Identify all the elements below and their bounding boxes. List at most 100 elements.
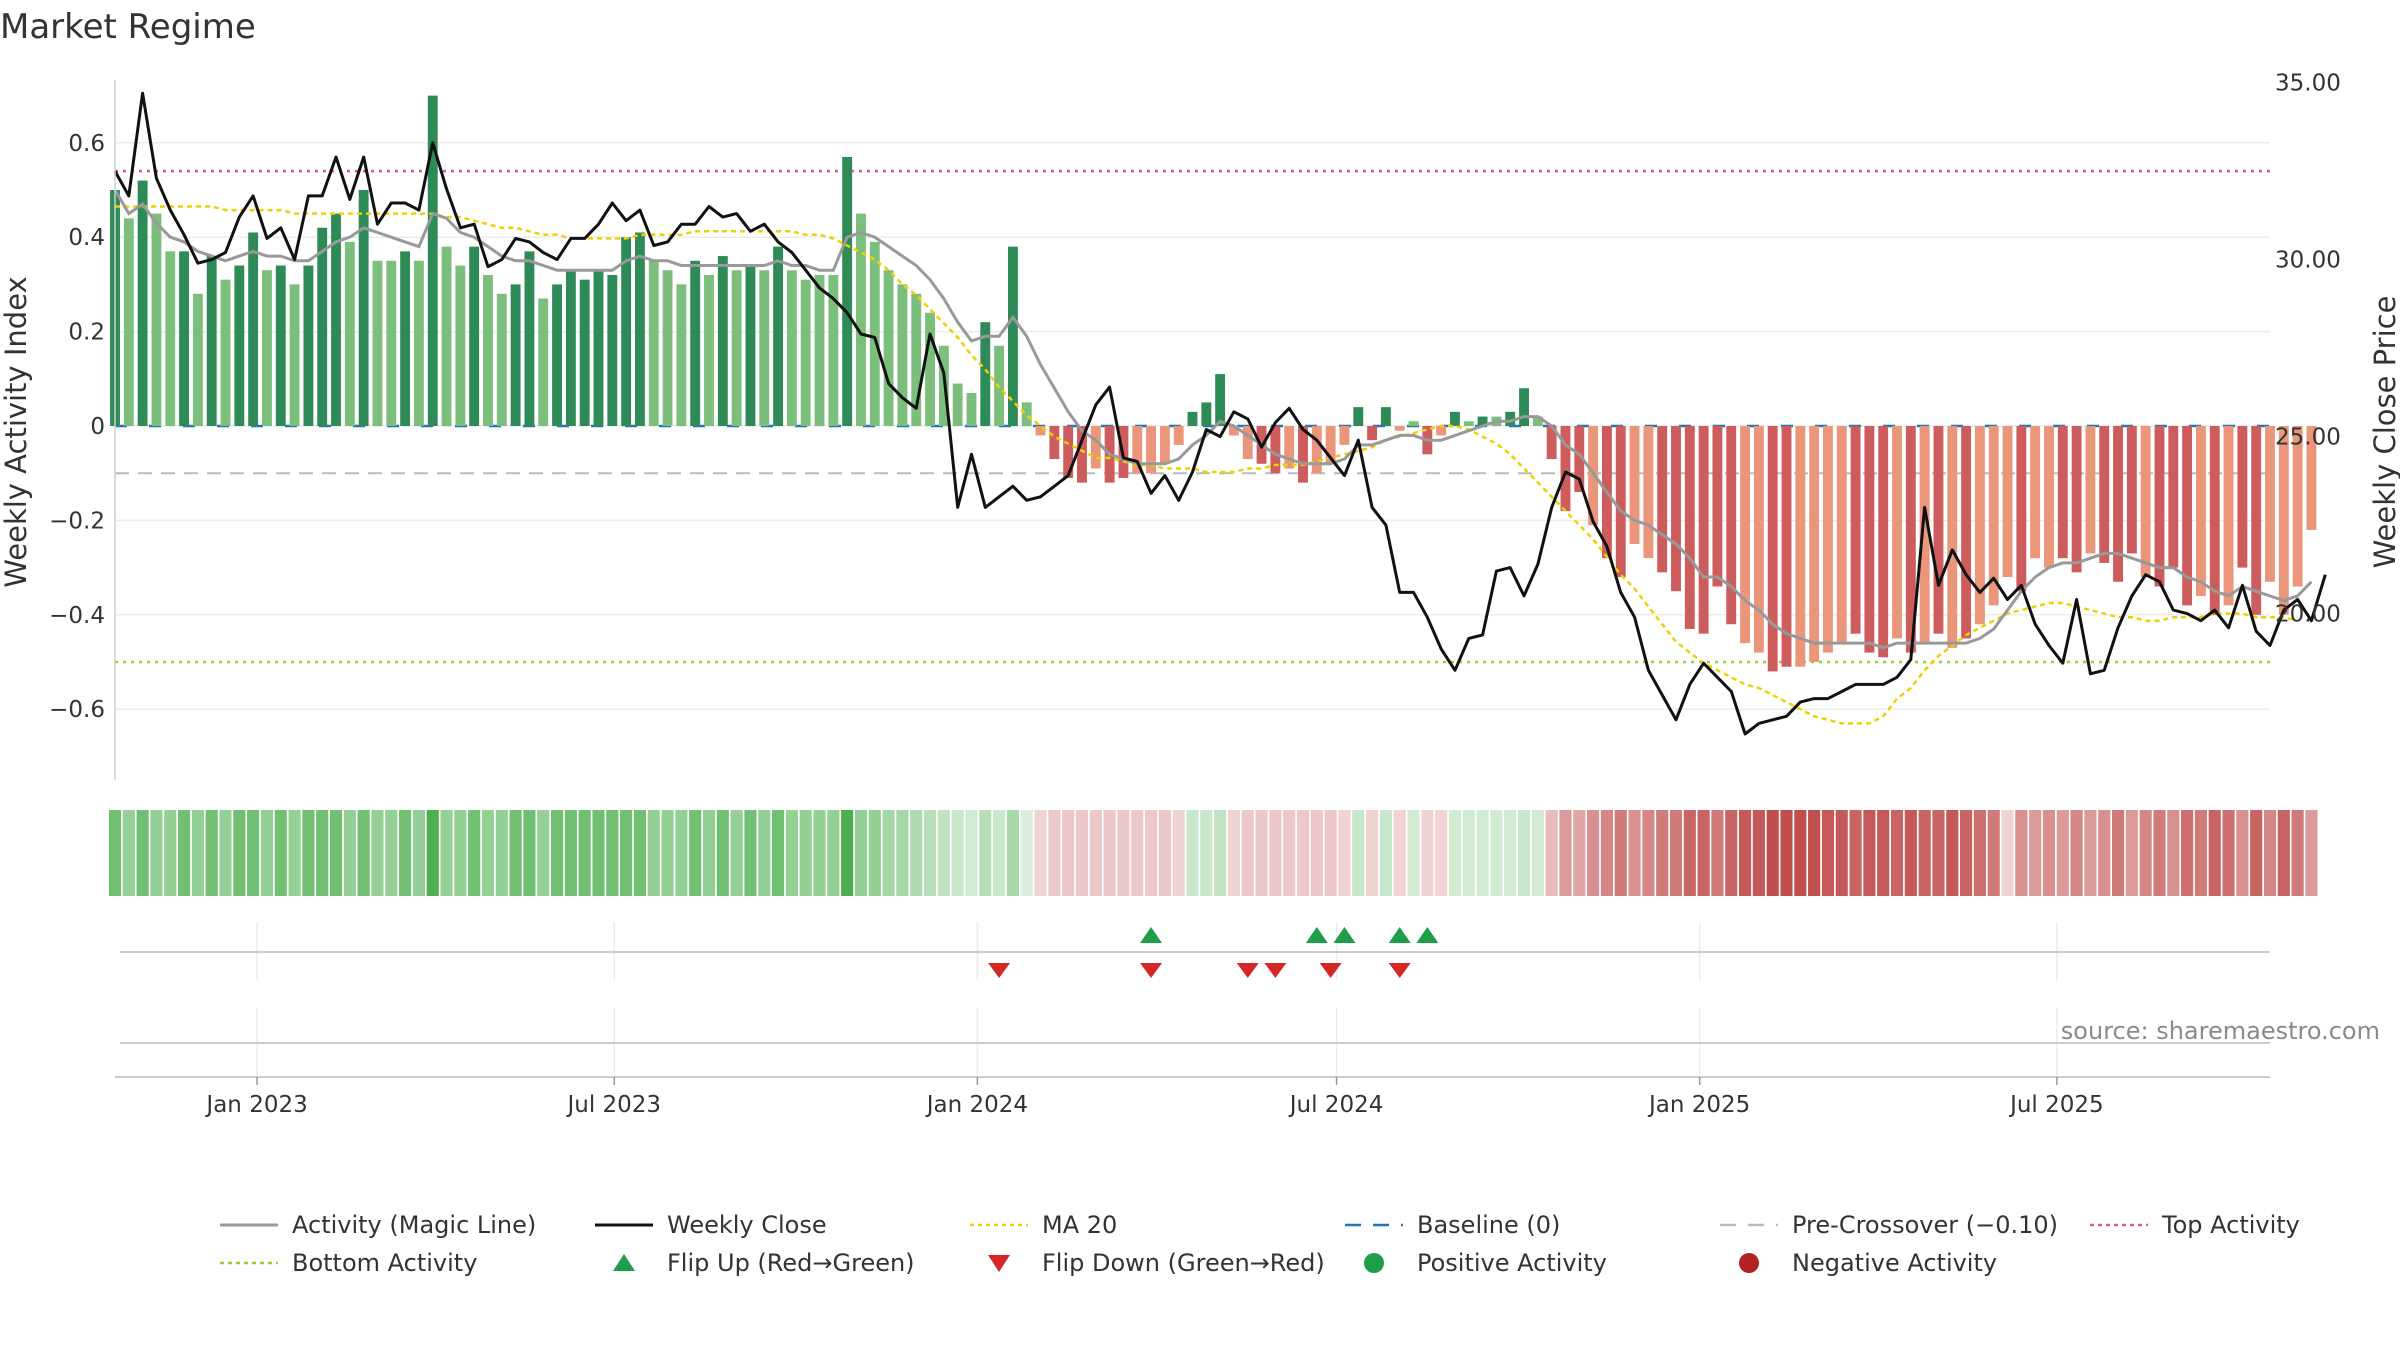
activity-bar [1767,426,1778,672]
activity-bar [704,274,714,426]
x-tick-label: Jul 2023 [565,1092,661,1118]
regime-cell [1545,810,1558,896]
activity-bar [248,232,259,426]
legend-item: Flip Up (Red→Green) [613,1249,915,1277]
activity-bar [1988,426,1999,606]
regime-cell [2208,810,2221,896]
activity-bar [1298,426,1308,483]
activity-bar [2126,426,2137,554]
activity-bar [1035,426,1046,436]
legend-item: Baseline (0) [1345,1211,1560,1239]
regime-cell [1269,810,1282,896]
regime-cell [191,810,204,896]
regime-cell [1559,810,1572,896]
regime-cell [1324,810,1337,896]
regime-cell [2305,810,2318,896]
activity-bar [2195,426,2206,596]
activity-bar [1063,426,1074,478]
x-tick-label: Jan 2025 [1647,1092,1750,1118]
activity-bar [648,260,659,426]
activity-bar [1823,426,1833,653]
regime-cell [675,810,688,896]
regime-cell [702,810,716,896]
regime-cell [1158,810,1171,896]
regime-cell [1877,810,1890,896]
regime-cell [1476,810,1489,896]
activity-bar [179,251,190,426]
regime-cell [1504,810,1517,896]
activity-bar [1201,402,1212,426]
activity-bar [621,237,632,426]
activity-bar [1229,426,1239,436]
activity-bar [386,260,397,426]
activity-bar [565,270,576,426]
regime-cell [122,810,135,896]
activity-bar [510,284,521,426]
regime-cell [1821,810,1835,896]
activity-bar [1339,426,1350,445]
legend-label: Activity (Magic Line) [292,1211,536,1239]
legend-label: Positive Activity [1417,1249,1607,1277]
x-tick-label: Jan 2024 [925,1092,1028,1118]
regime-cell [1808,810,1821,896]
regime-cell [1186,810,1199,896]
regime-cell [2056,810,2069,896]
right-tick-label: 25.00 [2275,425,2341,451]
regime-cell [1435,810,1448,896]
right-axis-label: Weekly Close Price [2368,296,2400,569]
regime-cell [2181,810,2194,896]
source-note: source: sharemaestro.com [2061,1017,2380,1045]
activity-bar [842,156,853,426]
regime-cell [868,810,881,896]
legend-item: Activity (Magic Line) [220,1211,536,1239]
activity-bar [496,293,507,426]
legend-item: Weekly Close [595,1211,827,1239]
activity-bar [2182,426,2193,606]
x-tick-label: Jan 2023 [204,1092,307,1118]
regime-cell [1352,810,1365,896]
activity-bar [1505,411,1516,426]
activity-bar [2237,426,2248,568]
activity-bar [1270,426,1281,474]
legend-label: Weekly Close [667,1211,827,1239]
regime-cell [592,810,605,896]
left-tick-label: −0.2 [49,508,105,534]
activity-bar [123,218,134,426]
right-tick-label: 20.00 [2275,602,2341,628]
legend-swatch [988,1255,1010,1272]
regime-cell [178,810,191,896]
activity-bar [593,270,604,426]
regime-cell [923,810,937,896]
regime-cell [1366,810,1379,896]
regime-cell [1863,810,1876,896]
regime-cell [2001,810,2014,896]
regime-cell [1062,810,1075,896]
activity-bar [1367,426,1378,441]
regime-cell [371,810,384,896]
activity-bar [966,392,977,426]
activity-bar [2154,426,2165,587]
activity-bar [206,256,217,426]
regime-cell [647,810,660,896]
regime-cell [2015,810,2028,896]
regime-strip [108,810,2318,896]
activity-bar [856,213,866,426]
regime-cell [744,810,757,896]
legend-item: Positive Activity [1364,1249,1607,1277]
regime-cell [2194,810,2207,896]
regime-cell [1103,810,1116,896]
activity-bar [1242,426,1253,460]
activity-bar [358,190,369,426]
activity-bar [483,274,493,426]
activity-bar [220,279,231,426]
regime-cell [1020,810,1033,896]
activity-bar [1781,426,1792,667]
activity-bar [2292,426,2303,587]
activity-bar [1353,407,1364,426]
regime-cell [1960,810,1973,896]
flip-up-marker [1388,927,1411,943]
regime-cell [1310,810,1323,896]
activity-bar [1380,407,1391,426]
regime-cell [1587,810,1600,896]
